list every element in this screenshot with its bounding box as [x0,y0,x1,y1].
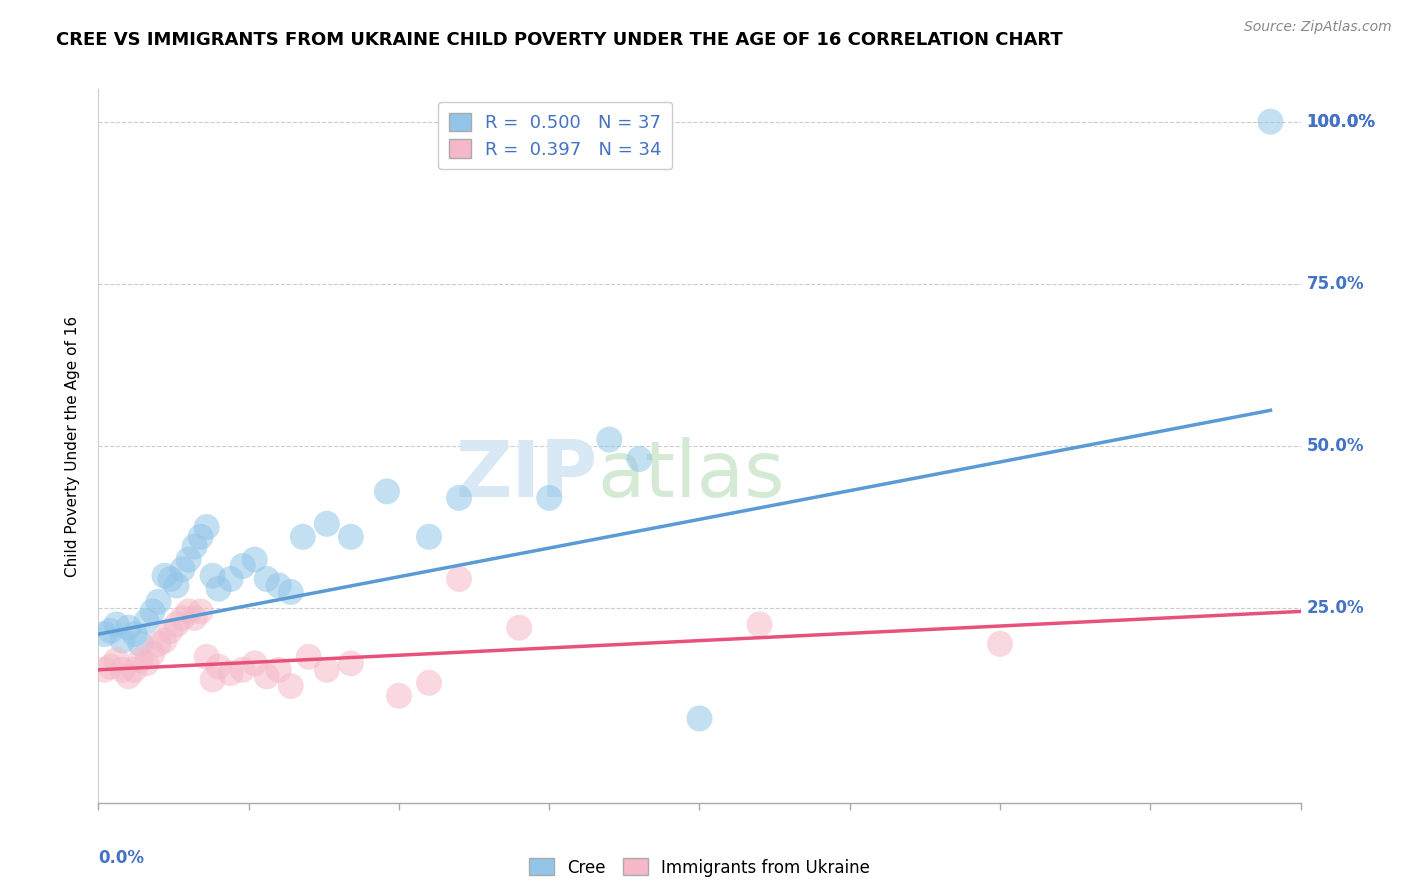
Point [1260,114,1282,128]
Text: Source: ZipAtlas.com: Source: ZipAtlas.com [1244,20,1392,34]
Point [280,585,302,599]
Point [153,633,176,648]
Point [148,595,170,609]
Text: ZIP: ZIP [456,436,598,513]
Point [195,649,218,664]
Point [148,637,170,651]
Text: 25.0%: 25.0% [1306,599,1364,617]
Point [177,604,200,618]
Point [141,647,163,661]
Point [124,627,146,641]
Point [100,659,122,673]
Point [267,663,290,677]
Point [93,627,115,641]
Point [267,578,290,592]
Point [183,540,205,554]
Point [418,675,440,690]
Point [208,659,231,673]
Point [117,669,139,683]
Point [172,562,194,576]
Point [201,568,224,582]
Point [153,568,176,582]
Point [172,611,194,625]
Point [598,433,620,447]
Point [538,491,561,505]
Point [256,669,278,683]
Point [508,621,530,635]
Point [298,649,321,664]
Point [243,552,266,566]
Point [141,604,163,618]
Text: 50.0%: 50.0% [1306,437,1364,455]
Point [100,624,122,638]
Point [219,666,242,681]
Point [340,657,363,671]
Point [418,530,440,544]
Point [135,614,157,628]
Point [232,663,254,677]
Point [129,637,152,651]
Point [748,617,770,632]
Point [388,689,411,703]
Point [291,530,314,544]
Point [219,572,242,586]
Point [177,552,200,566]
Point [129,653,152,667]
Text: atlas: atlas [598,436,785,513]
Point [195,520,218,534]
Point [256,572,278,586]
Point [628,452,651,467]
Point [447,572,470,586]
Point [201,673,224,687]
Text: CREE VS IMMIGRANTS FROM UKRAINE CHILD POVERTY UNDER THE AGE OF 16 CORRELATION CH: CREE VS IMMIGRANTS FROM UKRAINE CHILD PO… [56,31,1063,49]
Point [243,657,266,671]
Point [124,663,146,677]
Point [688,711,710,725]
Point [159,624,181,638]
Point [159,572,181,586]
Point [111,633,134,648]
Point [135,657,157,671]
Point [166,617,188,632]
Text: 75.0%: 75.0% [1306,275,1364,293]
Point [988,637,1011,651]
Point [232,559,254,574]
Point [375,484,398,499]
Point [105,653,128,667]
Text: 0.0%: 0.0% [98,849,145,867]
Point [111,663,134,677]
Point [340,530,363,544]
Y-axis label: Child Poverty Under the Age of 16: Child Poverty Under the Age of 16 [65,316,80,576]
Point [315,663,337,677]
Point [190,604,212,618]
Point [280,679,302,693]
Point [208,582,231,596]
Point [117,621,139,635]
Point [166,578,188,592]
Legend: Cree, Immigrants from Ukraine: Cree, Immigrants from Ukraine [529,858,870,877]
Point [93,663,115,677]
Point [447,491,470,505]
Text: 100.0%: 100.0% [1306,112,1375,130]
Point [105,617,128,632]
Point [315,516,337,531]
Point [190,530,212,544]
Point [183,611,205,625]
Text: 100.0%: 100.0% [1306,112,1375,130]
